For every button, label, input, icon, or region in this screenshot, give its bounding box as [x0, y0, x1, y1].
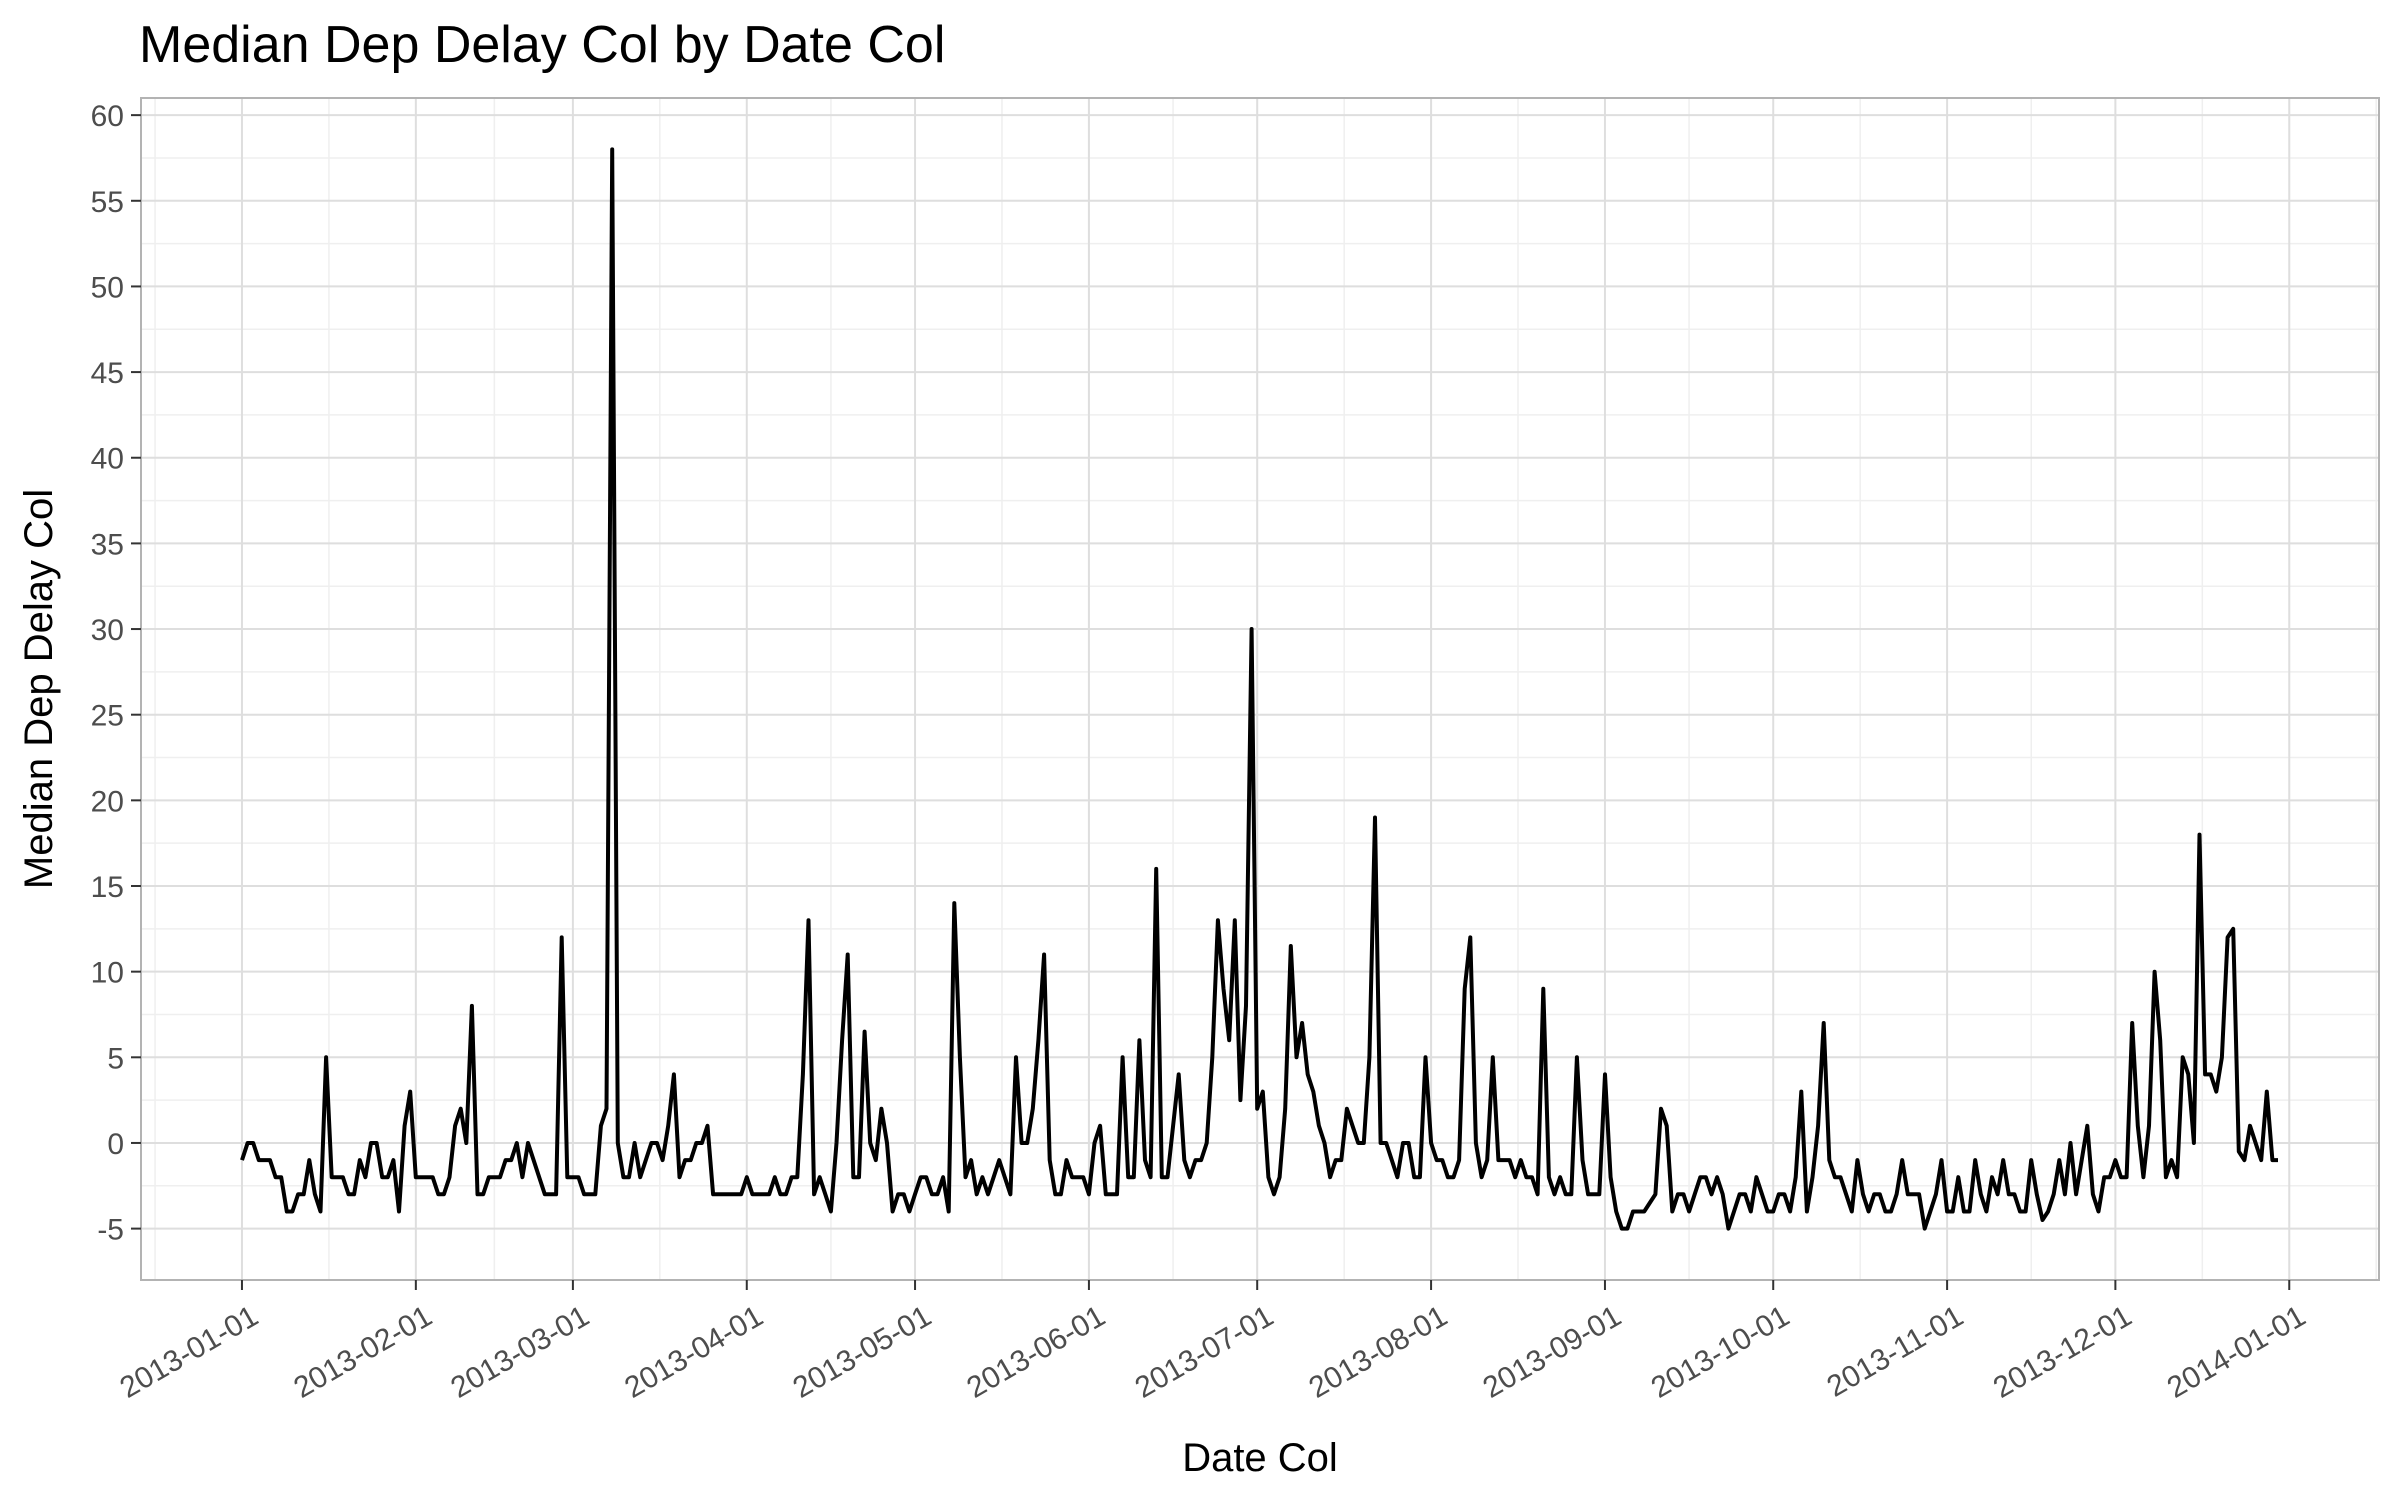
- x-tick-label: 2013-12-01: [1988, 1299, 2137, 1404]
- x-tick-label: 2013-05-01: [788, 1299, 937, 1404]
- y-tick-label: 60: [91, 100, 124, 133]
- x-tick-label: 2013-08-01: [1304, 1299, 1453, 1404]
- y-tick-label: 45: [91, 357, 124, 390]
- x-tick-label: 2013-07-01: [1130, 1299, 1279, 1404]
- x-tick-label: 2013-11-01: [1822, 1299, 1969, 1403]
- x-tick-label: 2013-06-01: [961, 1299, 1110, 1404]
- y-tick-label: 25: [91, 700, 124, 733]
- y-tick-label: 30: [91, 614, 124, 647]
- chart-title: Median Dep Delay Col by Date Col: [139, 16, 945, 74]
- y-tick-label: 40: [91, 443, 124, 476]
- minor-gridlines: [141, 98, 2379, 1280]
- series-layer: [240, 147, 2278, 1231]
- x-tick-label: 2013-04-01: [619, 1299, 768, 1404]
- x-tick-label: 2013-01-01: [114, 1299, 263, 1404]
- y-tick-label: -5: [97, 1214, 124, 1247]
- y-tick-label: 0: [107, 1128, 124, 1161]
- y-tick-label: 20: [91, 785, 124, 818]
- x-tick-label: 2013-03-01: [445, 1299, 594, 1404]
- y-tick-label: 5: [107, 1042, 124, 1075]
- y-tick-label: 35: [91, 528, 124, 561]
- x-axis-title: Date Col: [1182, 1436, 1338, 1480]
- plot-panel: [141, 98, 2379, 1280]
- y-tick-label: 10: [91, 957, 124, 990]
- y-axis-title: Median Dep Delay Col: [17, 489, 61, 889]
- major-gridlines: [141, 98, 2379, 1280]
- x-tick-label: 2014-01-01: [2162, 1299, 2311, 1404]
- x-tick-label: 2013-02-01: [288, 1299, 437, 1404]
- panel-border: [140, 97, 2380, 1281]
- y-axis: -5 0 5 10 15 20 25 30 35 40 45 50 55 60: [91, 100, 141, 1247]
- x-axis: 2013-01-01 2013-02-01 2013-03-01 2013-04-01…: [114, 1280, 2311, 1405]
- y-tick-label: 55: [91, 186, 124, 219]
- y-tick-label: 50: [91, 271, 124, 304]
- x-tick-label: 2013-09-01: [1477, 1299, 1626, 1404]
- x-tick-label: 2013-10-01: [1646, 1299, 1795, 1404]
- y-tick-label: 15: [91, 871, 124, 904]
- series-line-0: [240, 147, 2278, 1231]
